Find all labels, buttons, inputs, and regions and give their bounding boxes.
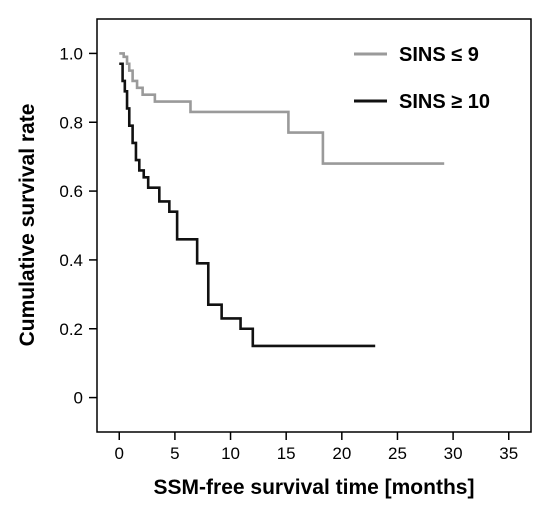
y-tick-label: 0.4 — [59, 251, 83, 270]
x-tick-label: 0 — [115, 444, 124, 463]
y-tick-label: 0.8 — [59, 113, 83, 132]
series-layer — [119, 52, 445, 348]
y-tick-label: 1.0 — [59, 44, 83, 63]
y-axis-title: Cumulative survival rate — [16, 104, 39, 347]
x-tick-label: 25 — [388, 444, 407, 463]
x-tick-label: 35 — [499, 444, 518, 463]
x-tick-label: 5 — [170, 444, 179, 463]
legend-label-2: SINS ≥ 10 — [399, 91, 490, 113]
legend: SINS ≤ 9 SINS ≥ 10 — [354, 44, 490, 113]
x-axis-title: SSM-free survival time [months] — [154, 476, 475, 499]
y-tick-label: 0.6 — [59, 182, 83, 201]
series-line-1 — [119, 52, 445, 165]
y-tick-label: 0.2 — [59, 320, 83, 339]
plot-frame — [96, 18, 532, 433]
series-line-2 — [119, 62, 376, 348]
legend-label-1: SINS ≤ 9 — [399, 44, 479, 66]
x-tick-label: 20 — [332, 444, 351, 463]
x-axis-ticks: 0 5 10 15 20 25 30 35 — [115, 432, 518, 463]
y-axis-ticks: 0 0.2 0.4 0.6 0.8 1.0 — [59, 44, 97, 408]
x-tick-label: 15 — [277, 444, 296, 463]
y-tick-label: 0 — [74, 389, 83, 408]
x-tick-label: 10 — [221, 444, 240, 463]
x-tick-label: 30 — [444, 444, 463, 463]
